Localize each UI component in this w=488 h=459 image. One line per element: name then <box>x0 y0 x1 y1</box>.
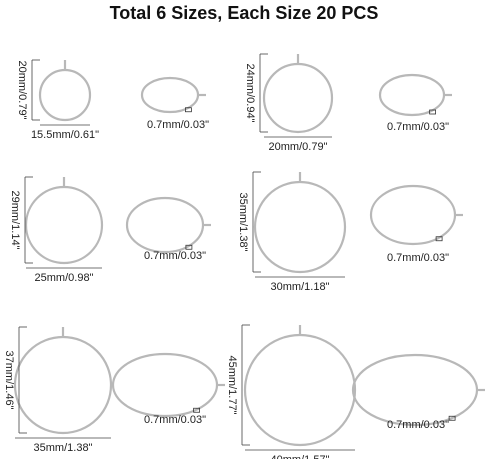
wire-label: 0.7mm/0.03" <box>387 419 449 431</box>
ring <box>243 333 357 447</box>
wire-marker <box>185 244 193 250</box>
ring <box>24 185 104 265</box>
side-ring <box>140 76 200 114</box>
side-ring <box>351 353 479 427</box>
wire-label: 0.7mm/0.03" <box>387 121 449 133</box>
height-label: 29mm/1.14" <box>9 191 21 250</box>
title: Total 6 Sizes, Each Size 20 PCS <box>110 3 379 23</box>
side-ring <box>378 73 446 117</box>
ring <box>253 180 347 274</box>
height-label: 24mm/0.94" <box>244 64 256 123</box>
height-label: 20mm/0.79" <box>16 61 28 120</box>
side-ring <box>111 352 219 418</box>
width-label: 20mm/0.79" <box>269 141 328 153</box>
wire-label: 0.7mm/0.03" <box>147 119 209 131</box>
height-label: 45mm/1.77" <box>226 356 238 415</box>
width-label: 30mm/1.18" <box>271 281 330 293</box>
wire-marker <box>184 107 192 113</box>
wire-label: 0.7mm/0.03" <box>144 250 206 262</box>
side-ring <box>369 184 457 246</box>
height-label: 35mm/1.38" <box>237 193 249 252</box>
wire-marker <box>193 407 201 413</box>
wire-marker <box>448 415 456 421</box>
ring <box>13 335 113 435</box>
width-label: 35mm/1.38" <box>34 442 93 454</box>
wire-marker <box>429 109 437 115</box>
wire-marker <box>435 236 443 242</box>
width-label: 25mm/0.98" <box>35 272 94 284</box>
width-label: 15.5mm/0.61" <box>31 129 99 141</box>
ring <box>262 62 334 134</box>
side-ring <box>125 196 205 254</box>
ring <box>38 68 92 122</box>
height-label: 37mm/1.46" <box>3 351 15 410</box>
wire-label: 0.7mm/0.03" <box>387 252 449 264</box>
wire-label: 0.7mm/0.03" <box>144 414 206 426</box>
width-label: 40mm/1.57" <box>271 454 330 459</box>
